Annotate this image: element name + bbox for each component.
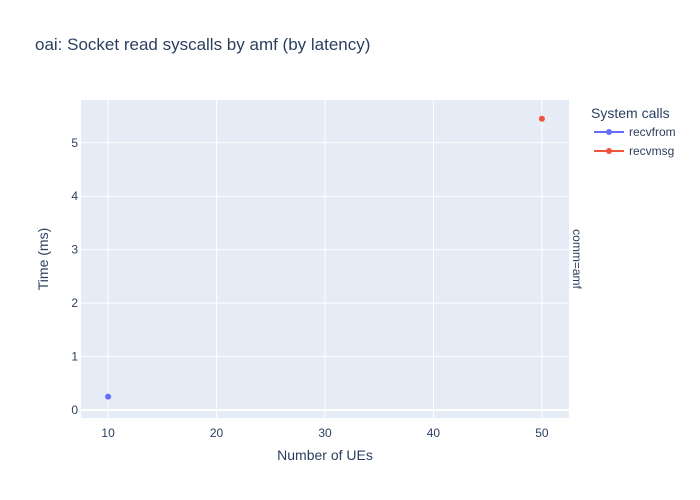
legend-label-recvmsg: recvmsg [629,144,674,158]
legend[interactable]: recvfrom recvmsg [594,125,676,158]
data-point-recvfrom[interactable] [105,393,112,400]
y-tick-label: 3 [71,243,78,257]
legend-item-recvmsg[interactable]: recvmsg [594,144,674,158]
legend-title: System calls [591,105,670,121]
y-tick-label: 5 [71,136,78,150]
y-tick-label: 2 [71,296,78,310]
chart-title: oai: Socket read syscalls by amf (by lat… [35,35,370,54]
legend-marker-recvmsg [606,148,612,154]
x-gridlines [107,100,543,418]
data-point-recvmsg[interactable] [538,115,545,122]
x-axis-title: Number of UEs [277,447,373,463]
y-tick-label: 4 [71,189,78,203]
legend-label-recvfrom: recvfrom [629,125,676,139]
x-tick-label: 50 [535,426,549,440]
y-axis-title: Time (ms) [35,228,51,290]
x-tick-label: 30 [318,426,332,440]
x-tick-label: 40 [427,426,441,440]
y-tick-label: 1 [71,350,78,364]
legend-marker-recvfrom [606,129,612,135]
x-tick-label: 20 [210,426,224,440]
data-points [105,115,545,400]
y-tick-labels: 0 1 2 3 4 5 [71,136,78,417]
x-tick-labels: 10 20 30 40 50 [101,426,548,440]
y-tick-label: 0 [71,403,78,417]
legend-item-recvfrom[interactable]: recvfrom [594,125,676,139]
y-gridlines [81,142,569,411]
facet-label: comm=amf [570,229,584,289]
x-tick-label: 10 [101,426,115,440]
